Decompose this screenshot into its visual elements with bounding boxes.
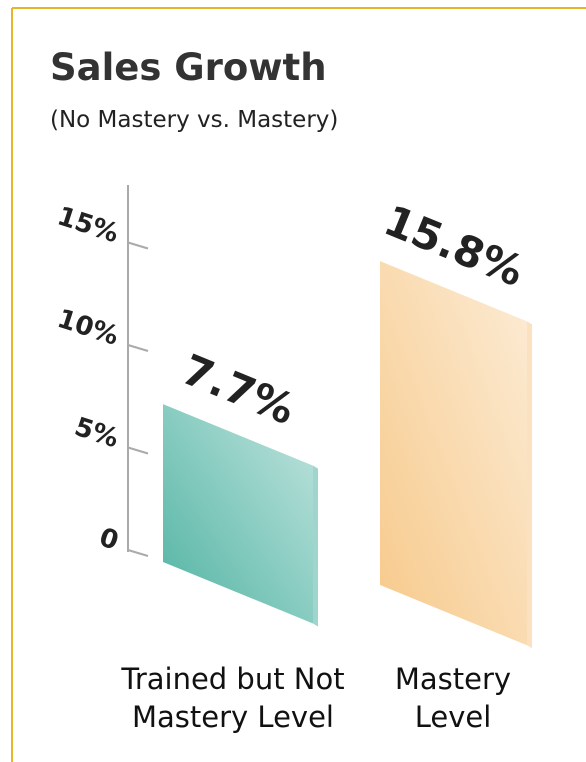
bar-side [527,321,532,649]
category-label: Mastery Level [394,662,512,734]
chart-subtitle: (No Mastery vs. Mastery) [50,107,338,133]
y-tick-label: 0 [96,523,122,557]
category-label: Trained but Not Mastery Level [121,662,345,734]
tick-mark [127,549,149,557]
chart-title: Sales Growth [50,46,327,89]
y-tick-label: 15% [54,201,122,249]
tick-mark [127,241,149,250]
y-tick-label: 10% [54,304,122,352]
bar [163,404,313,624]
tick-mark [127,344,149,352]
bar [380,261,527,646]
y-tick-label: 5% [71,412,122,454]
bar-side [313,465,318,627]
tick-mark [127,446,149,455]
